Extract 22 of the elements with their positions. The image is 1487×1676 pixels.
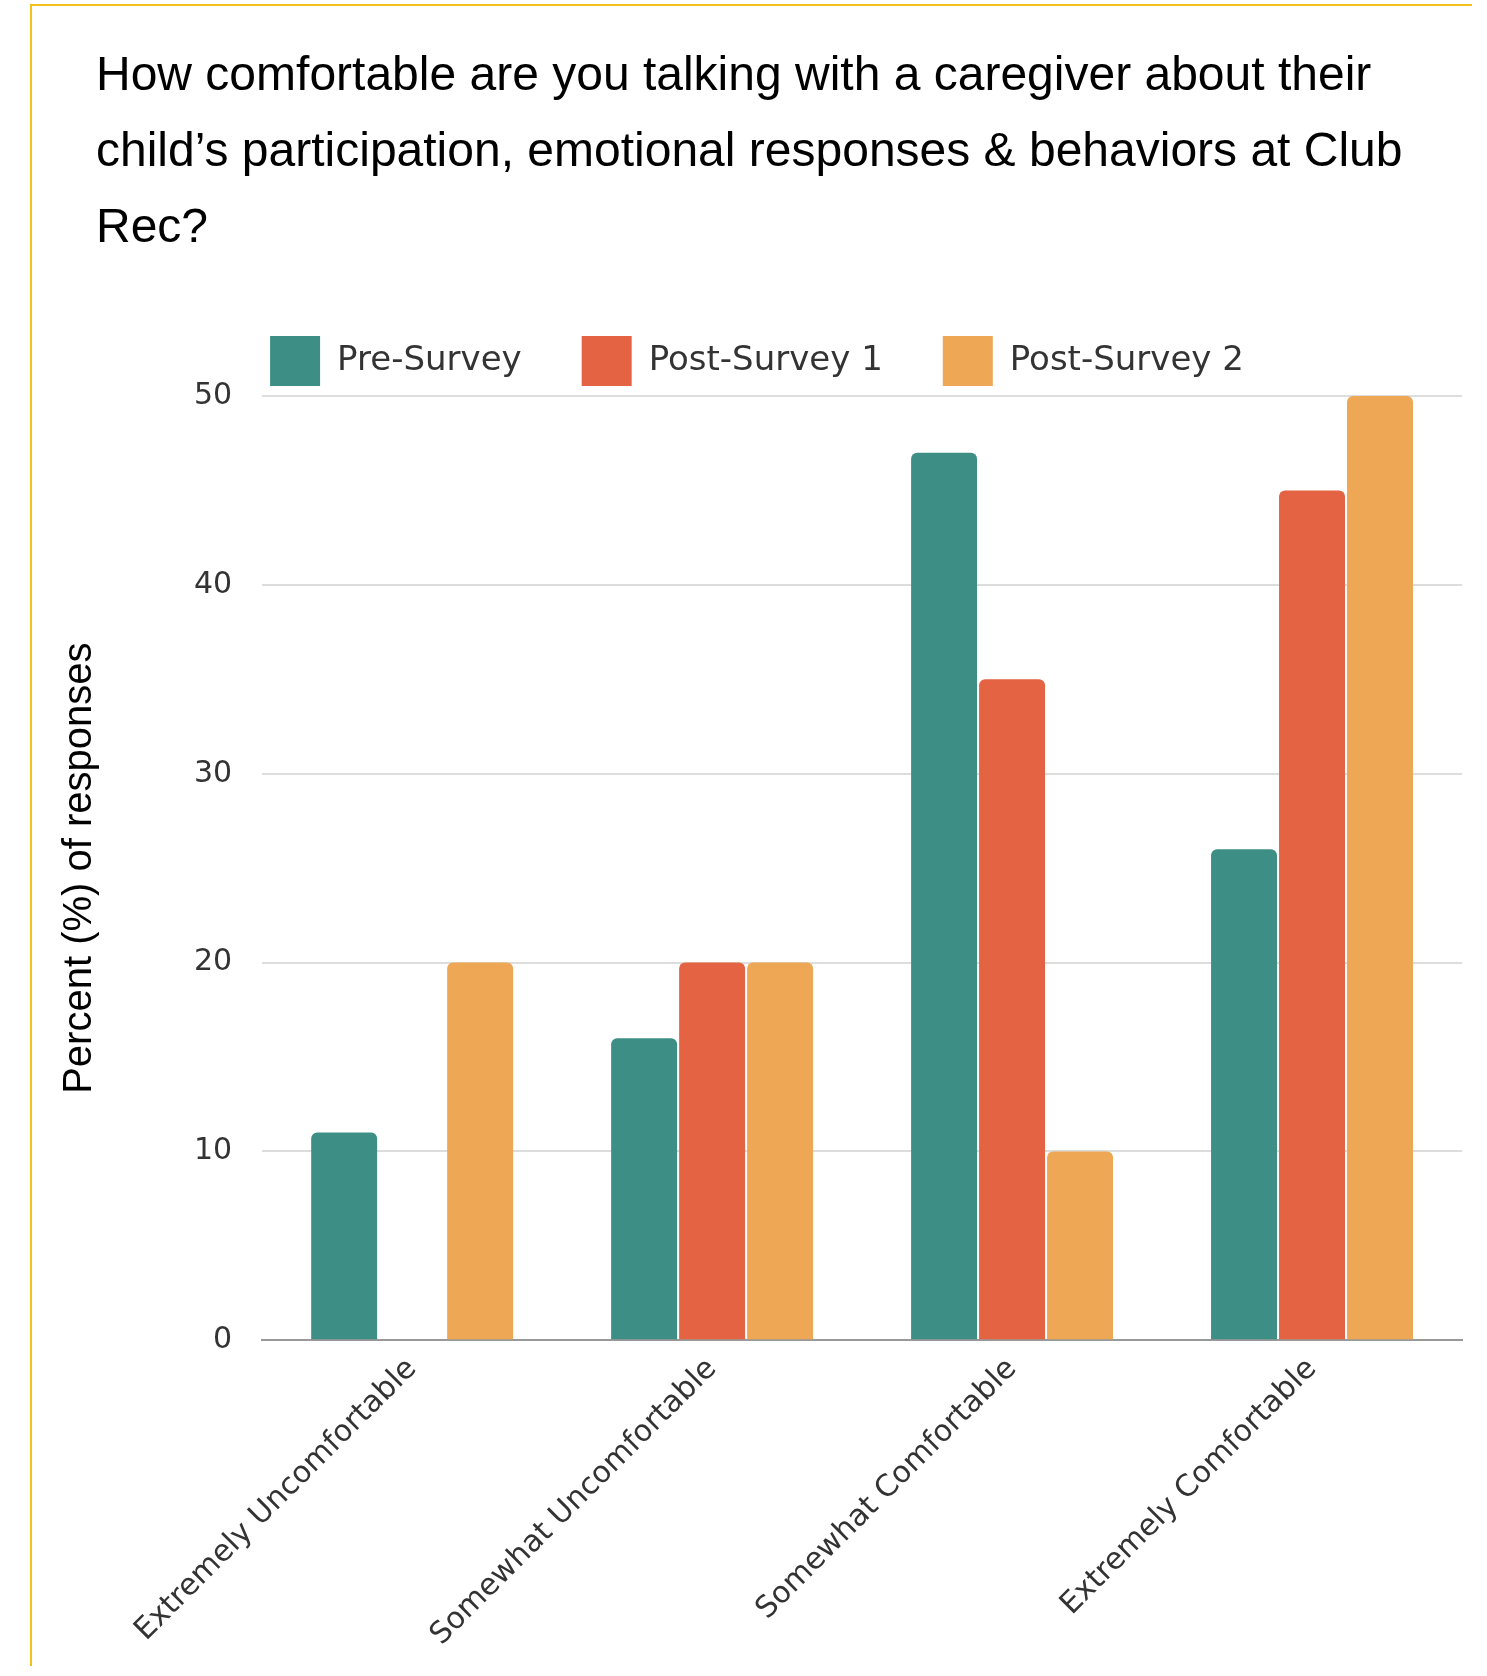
bar	[1279, 490, 1345, 1340]
y-tick-label: 40	[193, 564, 233, 600]
y-tick-label: 10	[193, 1131, 233, 1167]
bar	[979, 679, 1046, 1340]
bar	[447, 962, 514, 1340]
legend-label: Post-Survey 1	[648, 337, 883, 378]
bar	[1211, 849, 1278, 1340]
y-tick-label: 50	[193, 375, 233, 411]
bar	[1347, 396, 1413, 1340]
chart-title: How comfortable are you talking with a caregiver about their child’s participation, emotional responses & behaviors at Club Rec?	[96, 46, 1404, 254]
y-tick-label: 20	[193, 942, 233, 978]
legend-label: Post-Survey 2	[1009, 337, 1244, 378]
y-tick-label: 0	[213, 1320, 233, 1356]
bar	[747, 962, 814, 1340]
bar	[911, 452, 978, 1340]
y-axis-title: Percent (%) of responses	[55, 642, 100, 1094]
legend-label: Pre-Survey	[337, 337, 522, 378]
bar	[311, 1132, 378, 1340]
bar	[679, 962, 746, 1340]
bar	[611, 1038, 678, 1340]
y-tick-label: 30	[193, 753, 233, 789]
bar	[1047, 1151, 1114, 1340]
